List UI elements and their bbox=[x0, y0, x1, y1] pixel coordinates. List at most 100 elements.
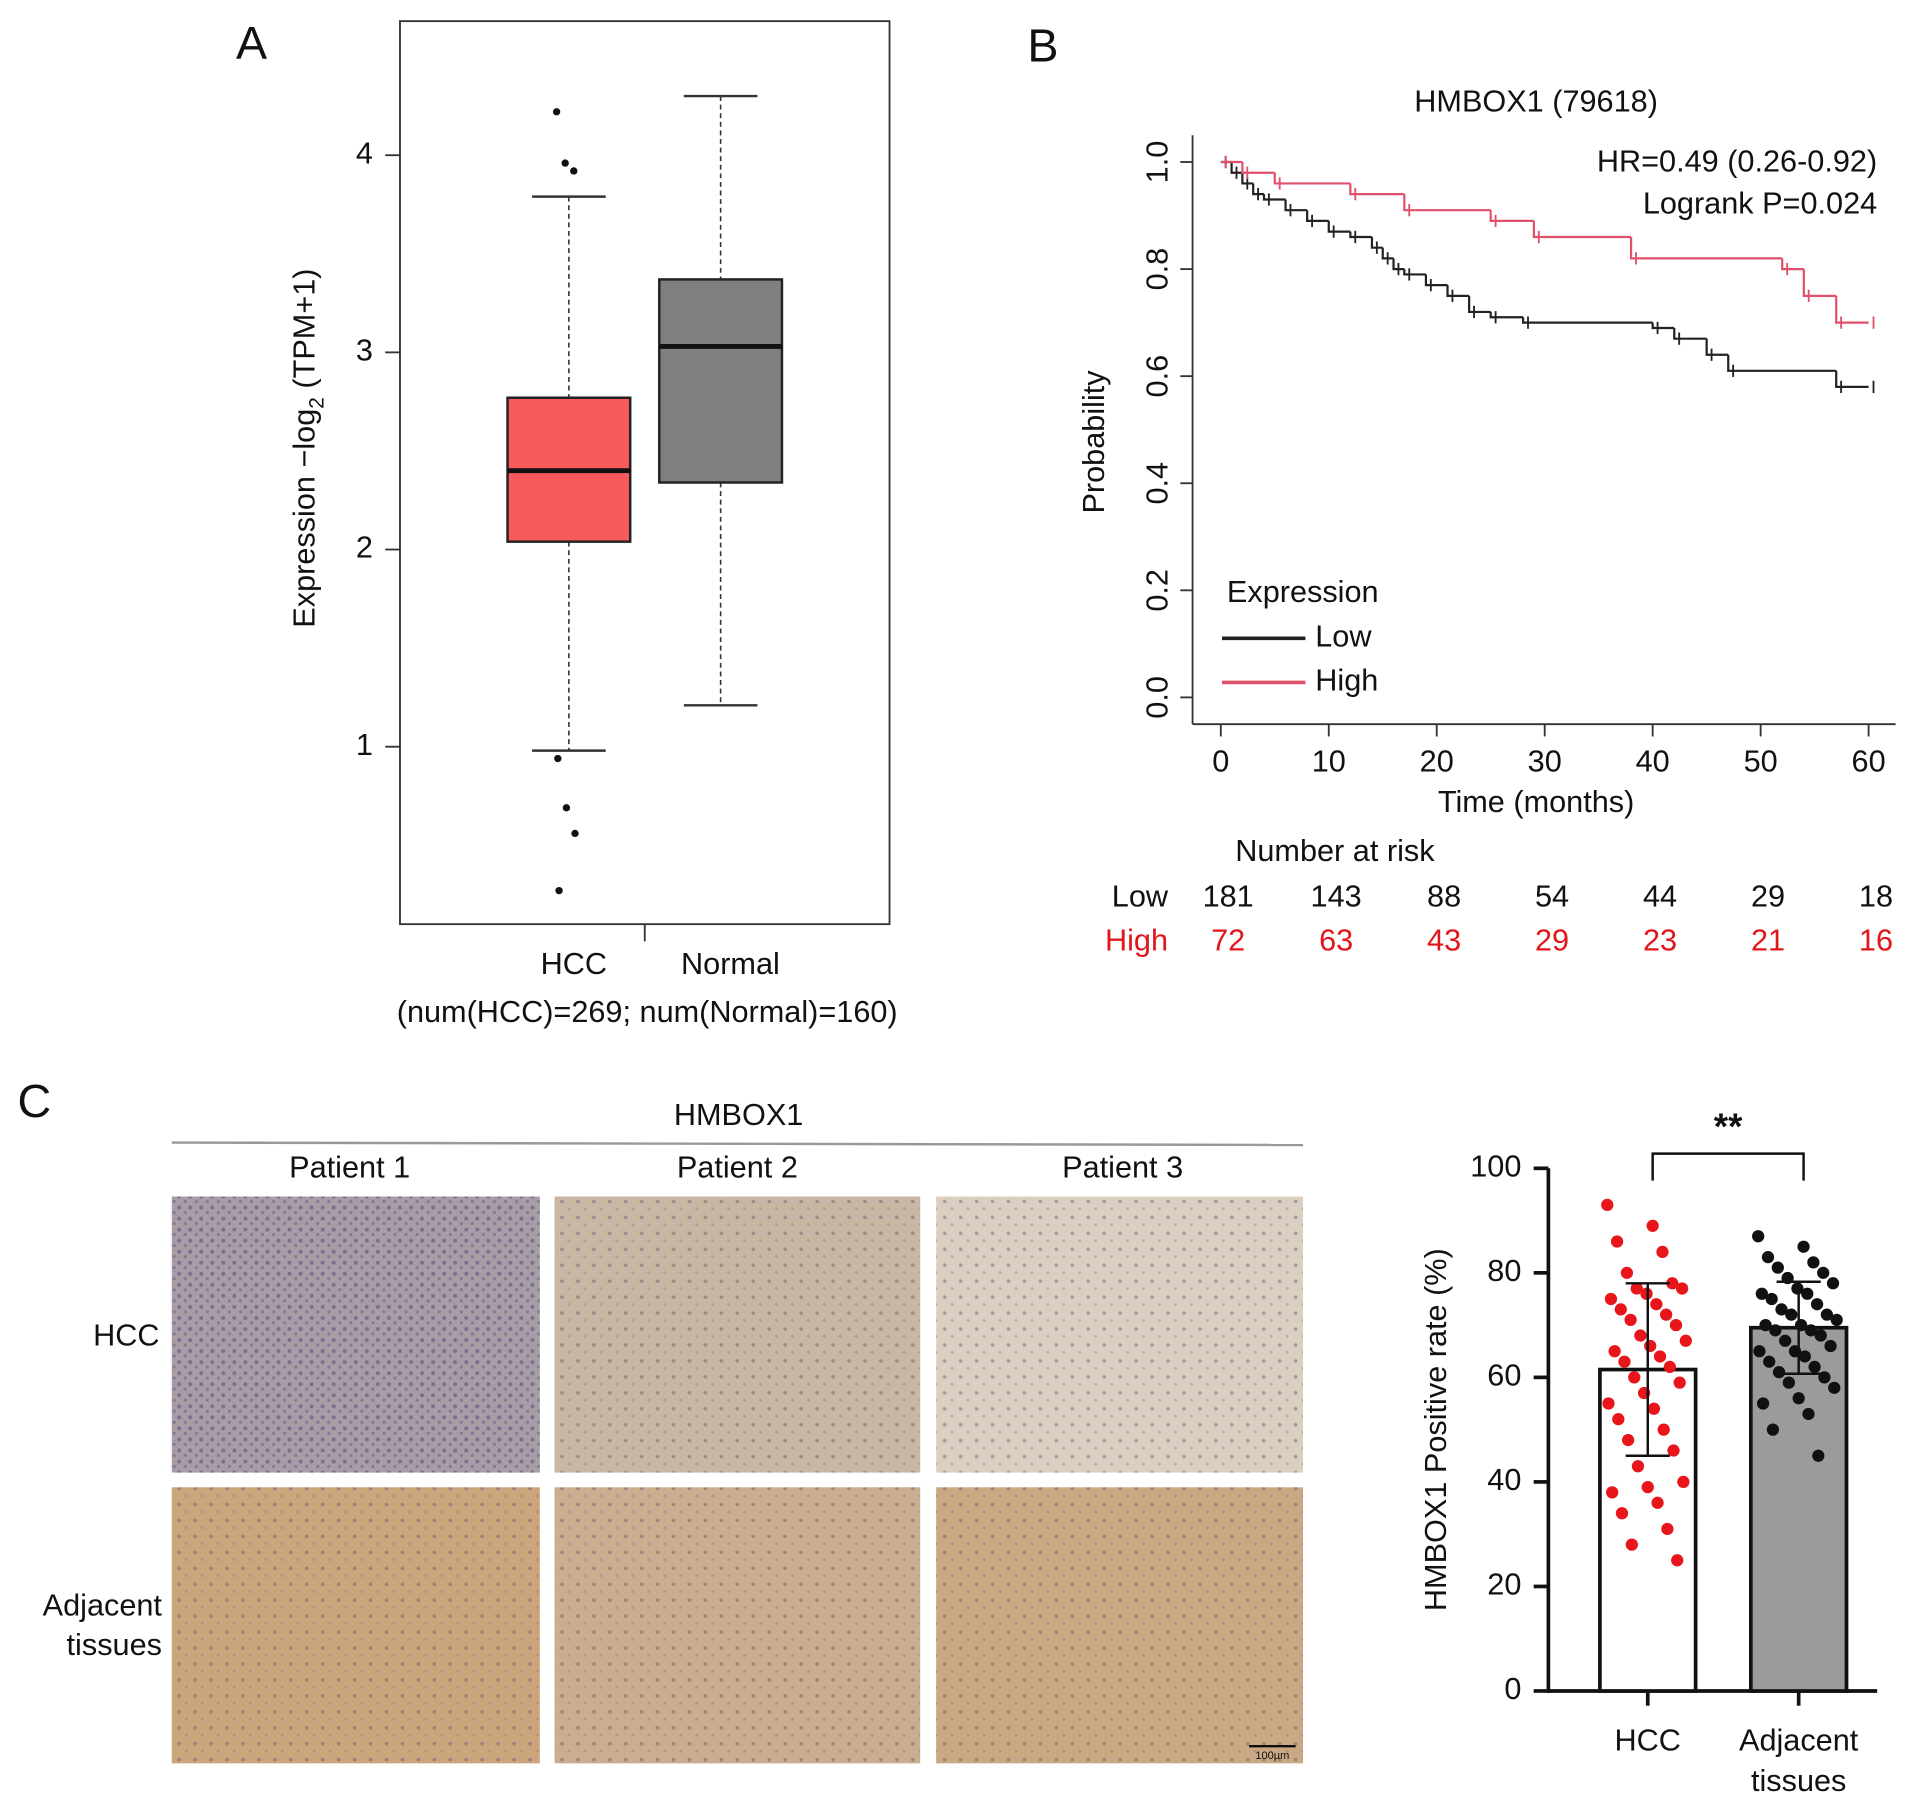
data-point bbox=[1824, 1339, 1837, 1353]
annotation: Logrank P=0.024 bbox=[1643, 186, 1877, 220]
data-point bbox=[1818, 1371, 1831, 1384]
y-axis-label: Expression −log2 (TPM+1) bbox=[288, 269, 329, 628]
legend-title: Expression bbox=[1227, 575, 1379, 609]
row-label: Adjacent bbox=[43, 1589, 163, 1623]
data-point bbox=[1604, 1292, 1618, 1306]
y-axis-label: HMBOX1 Positive rate (%) bbox=[1419, 1248, 1453, 1611]
data-point bbox=[1830, 1313, 1843, 1327]
data-point bbox=[1802, 1407, 1815, 1421]
data-point bbox=[1679, 1334, 1692, 1347]
x-tick-label: 20 bbox=[1420, 745, 1454, 779]
data-point bbox=[1763, 1355, 1776, 1368]
km-step bbox=[1532, 220, 1632, 239]
data-point bbox=[1797, 1240, 1810, 1253]
km-step bbox=[1835, 295, 1869, 324]
x-tick-label: 10 bbox=[1312, 745, 1346, 779]
data-point bbox=[1817, 1266, 1830, 1279]
data-point bbox=[1771, 1261, 1784, 1274]
legend-label: High bbox=[1315, 664, 1378, 698]
y-axis-label-part: (TPM+1) bbox=[288, 269, 322, 398]
y-tick-label: 1.0 bbox=[1141, 141, 1175, 184]
title-rule bbox=[171, 1141, 1303, 1147]
panel-label: A bbox=[236, 17, 267, 69]
y-tick-label: 0.2 bbox=[1141, 569, 1175, 612]
image-panel: HMBOX1 Patient 1 Patient 2 Patient 3 HCC… bbox=[43, 1098, 1303, 1764]
data-point bbox=[1667, 1444, 1680, 1457]
data-point bbox=[1753, 1345, 1766, 1358]
x-tick-label: 0 bbox=[1212, 745, 1229, 779]
risk-row-label: High bbox=[1105, 924, 1168, 958]
outlier-point bbox=[552, 108, 561, 116]
data-point bbox=[1765, 1292, 1778, 1306]
y-tick-label: 4 bbox=[356, 136, 373, 170]
y-tick-label: 100 bbox=[1470, 1149, 1521, 1183]
km-step bbox=[1705, 338, 1729, 356]
row-label: HCC bbox=[93, 1319, 159, 1353]
x-tick-label: 30 bbox=[1528, 745, 1562, 779]
y-tick-label: 0 bbox=[1504, 1672, 1521, 1706]
micrograph-texture bbox=[171, 1487, 540, 1764]
micrograph-texture bbox=[554, 1487, 921, 1764]
km-step bbox=[1489, 210, 1534, 223]
y-tick-label: 20 bbox=[1487, 1568, 1521, 1602]
data-point bbox=[1828, 1381, 1841, 1394]
data-point bbox=[1826, 1277, 1840, 1290]
outlier-point bbox=[554, 754, 562, 763]
data-point bbox=[1666, 1277, 1679, 1290]
data-point bbox=[1634, 1329, 1647, 1342]
km-step bbox=[1802, 269, 1837, 297]
data-point bbox=[1669, 1318, 1683, 1332]
x-tick-label: HCC bbox=[541, 947, 607, 981]
scale-bar-label: 100µm bbox=[1255, 1750, 1289, 1762]
data-point bbox=[1650, 1298, 1663, 1311]
risk-value: 29 bbox=[1535, 924, 1569, 958]
data-point bbox=[1673, 1376, 1686, 1389]
data-point bbox=[1810, 1298, 1824, 1311]
data-point bbox=[1630, 1282, 1643, 1295]
data-point bbox=[1756, 1397, 1770, 1410]
km-step bbox=[1489, 311, 1524, 319]
data-point bbox=[1625, 1538, 1638, 1551]
column-label: Patient 3 bbox=[1062, 1151, 1183, 1185]
data-point bbox=[1653, 1350, 1667, 1363]
data-point bbox=[1610, 1235, 1624, 1248]
data-point bbox=[1804, 1324, 1818, 1337]
panel-label: C bbox=[18, 1075, 52, 1127]
data-point bbox=[1798, 1350, 1811, 1363]
km-step bbox=[1521, 317, 1653, 324]
x-tick-label: 40 bbox=[1636, 745, 1670, 779]
x-axis-label: Time (months) bbox=[1438, 785, 1634, 819]
data-point bbox=[1755, 1287, 1768, 1300]
risk-value: 72 bbox=[1211, 924, 1245, 958]
data-point bbox=[1820, 1308, 1834, 1321]
data-point bbox=[1618, 1355, 1631, 1368]
data-point bbox=[1675, 1282, 1689, 1295]
km-step bbox=[1673, 327, 1707, 340]
km-step bbox=[1327, 220, 1351, 233]
km-step bbox=[1241, 172, 1254, 185]
column-label: Patient 2 bbox=[677, 1151, 798, 1185]
image-title: HMBOX1 bbox=[674, 1098, 803, 1132]
data-point bbox=[1621, 1433, 1635, 1447]
legend-label: Low bbox=[1315, 619, 1372, 653]
data-point bbox=[1812, 1449, 1825, 1462]
y-tick-label: 80 bbox=[1487, 1254, 1521, 1288]
km-step bbox=[1392, 258, 1405, 271]
data-point bbox=[1759, 1318, 1772, 1332]
risk-value: 43 bbox=[1427, 924, 1461, 958]
data-point bbox=[1808, 1360, 1821, 1374]
km-step bbox=[1306, 210, 1329, 223]
km-step bbox=[1629, 236, 1783, 260]
km-step bbox=[1781, 258, 1804, 271]
data-point bbox=[1814, 1329, 1827, 1342]
km-step bbox=[1273, 172, 1351, 185]
km-step bbox=[1468, 295, 1491, 314]
data-point bbox=[1631, 1460, 1645, 1473]
data-point bbox=[1766, 1423, 1780, 1436]
risk-value: 88 bbox=[1427, 879, 1461, 913]
significance-label: ** bbox=[1714, 1106, 1743, 1147]
km-step bbox=[1252, 183, 1264, 196]
data-point bbox=[1661, 1522, 1674, 1536]
risk-value: 16 bbox=[1859, 924, 1893, 958]
